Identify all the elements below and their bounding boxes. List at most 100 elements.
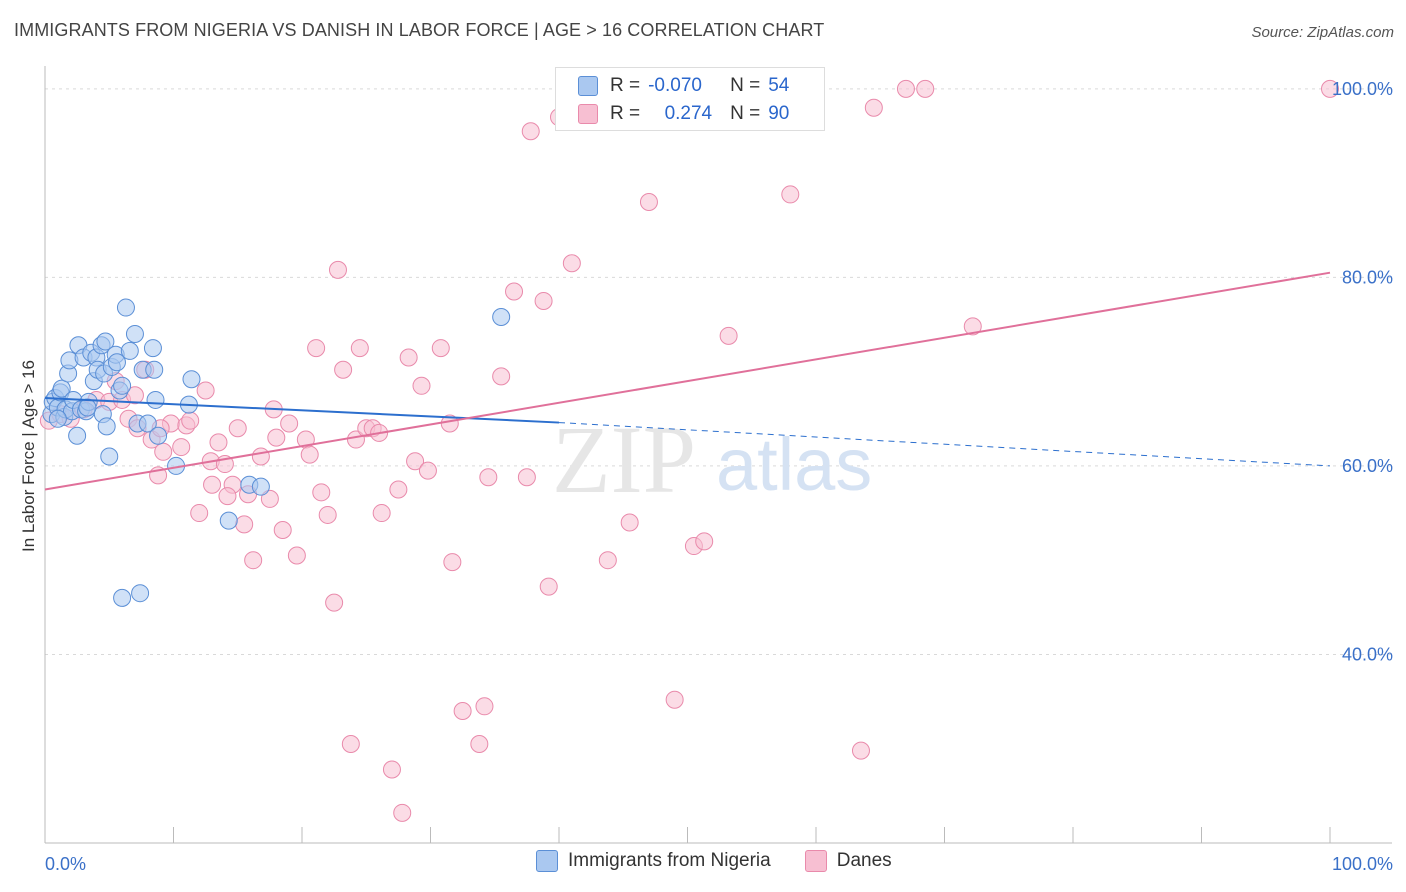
trend-lines bbox=[44, 271, 1331, 491]
data-point-danes bbox=[251, 447, 270, 466]
legend-row-nigeria: R = -0.070 N = 54 bbox=[578, 72, 789, 100]
data-point-danes bbox=[418, 461, 437, 480]
legend-swatch-pink bbox=[804, 850, 827, 872]
tick-labels: 40.0% 60.0% 80.0% 100.0% 0.0% 100.0% bbox=[45, 79, 1393, 874]
data-point-danes bbox=[287, 546, 306, 565]
data-point-danes bbox=[334, 360, 353, 379]
chart-title: IMMIGRANTS FROM NIGERIA VS DANISH IN LAB… bbox=[14, 20, 825, 40]
data-point-danes bbox=[209, 433, 228, 452]
data-point-nigeria bbox=[182, 370, 201, 389]
data-point-nigeria bbox=[125, 324, 144, 343]
legend-n-label: N = bbox=[730, 75, 761, 96]
data-point-danes bbox=[505, 282, 524, 301]
data-point-danes bbox=[267, 428, 286, 447]
data-point-nigeria bbox=[149, 426, 168, 445]
data-point-danes bbox=[196, 381, 215, 400]
x-tick-label: 0.0% bbox=[45, 854, 86, 874]
trend-line-nigeria-dashed bbox=[558, 422, 1331, 467]
data-point-danes bbox=[851, 741, 870, 760]
data-point-danes bbox=[244, 551, 263, 570]
data-point-nigeria bbox=[52, 379, 71, 398]
data-point-nigeria bbox=[219, 511, 238, 530]
legend-n-label: N = bbox=[730, 103, 761, 124]
legend-r-value: -0.070 bbox=[648, 75, 702, 96]
data-point-danes bbox=[312, 483, 331, 502]
data-point-danes bbox=[346, 430, 365, 449]
series-legend: Immigrants from Nigeria Danes bbox=[536, 850, 926, 872]
data-point-danes bbox=[280, 414, 299, 433]
data-point-danes bbox=[719, 326, 738, 345]
data-point-nigeria bbox=[131, 584, 150, 603]
data-point-nigeria bbox=[116, 298, 135, 317]
legend-row-danes: R = 0.274 N = 90 bbox=[578, 100, 789, 128]
data-point-danes bbox=[325, 593, 344, 612]
data-point-danes bbox=[695, 532, 714, 551]
watermark-zip: ZIP bbox=[552, 406, 696, 513]
data-point-nigeria bbox=[251, 477, 270, 496]
data-point-nigeria bbox=[113, 376, 132, 395]
data-point-danes bbox=[228, 419, 247, 438]
series-immigrants-from-nigeria bbox=[42, 298, 511, 607]
data-point-nigeria bbox=[107, 353, 126, 372]
legend-label-danes: Danes bbox=[836, 850, 892, 871]
data-point-danes bbox=[475, 697, 494, 716]
data-point-danes bbox=[492, 367, 511, 386]
data-point-danes bbox=[443, 553, 462, 572]
data-point-nigeria bbox=[113, 588, 132, 607]
legend-label-nigeria: Immigrants from Nigeria bbox=[568, 850, 771, 871]
data-point-danes bbox=[598, 551, 617, 570]
legend-item-nigeria: Immigrants from Nigeria bbox=[536, 850, 771, 872]
data-point-danes bbox=[534, 291, 553, 310]
data-point-danes bbox=[273, 521, 292, 540]
data-point-danes bbox=[350, 339, 369, 358]
data-point-danes bbox=[393, 803, 412, 822]
data-point-nigeria bbox=[68, 426, 87, 445]
data-point-nigeria bbox=[120, 341, 139, 360]
legend-swatch-blue bbox=[536, 850, 558, 872]
data-point-danes bbox=[341, 735, 360, 754]
data-point-danes bbox=[190, 504, 209, 523]
data-point-danes bbox=[639, 192, 658, 211]
data-point-danes bbox=[318, 505, 337, 524]
legend-item-danes: Danes bbox=[804, 850, 892, 872]
data-point-nigeria bbox=[145, 360, 164, 379]
legend-n-value: 90 bbox=[768, 103, 790, 124]
x-tick-label: 100.0% bbox=[1332, 854, 1393, 874]
data-point-nigeria bbox=[146, 390, 165, 409]
data-point-danes bbox=[300, 445, 319, 464]
legend-swatch-pink bbox=[578, 104, 598, 124]
data-point-danes bbox=[399, 348, 418, 367]
data-point-nigeria bbox=[48, 409, 67, 428]
data-point-danes bbox=[916, 79, 935, 98]
data-point-danes bbox=[470, 735, 489, 754]
y-tick-label: 100.0% bbox=[1332, 79, 1393, 99]
data-point-danes bbox=[562, 254, 581, 273]
data-point-nigeria bbox=[97, 417, 116, 436]
chart-source: Source: ZipAtlas.com bbox=[1251, 24, 1394, 41]
data-point-nigeria bbox=[143, 339, 162, 358]
data-point-danes bbox=[665, 690, 684, 709]
data-point-danes bbox=[521, 122, 540, 141]
data-point-danes bbox=[963, 317, 982, 336]
stats-legend: R = -0.070 N = 54 R = 0.274 N = 90 bbox=[555, 67, 825, 131]
data-point-danes bbox=[539, 577, 558, 596]
data-point-danes bbox=[172, 438, 191, 457]
data-point-danes bbox=[181, 411, 200, 430]
trend-line-nigeria bbox=[44, 397, 560, 424]
y-tick-label: 40.0% bbox=[1342, 644, 1393, 664]
data-point-danes bbox=[260, 489, 279, 508]
data-point-danes bbox=[218, 487, 237, 506]
y-tick-label: 60.0% bbox=[1342, 456, 1393, 476]
data-point-danes bbox=[235, 515, 254, 534]
data-point-danes bbox=[328, 260, 347, 279]
data-point-danes bbox=[864, 98, 883, 117]
data-point-nigeria bbox=[100, 447, 119, 466]
legend-swatch-blue bbox=[578, 76, 598, 96]
data-point-danes bbox=[154, 442, 173, 461]
watermark-atlas: atlas bbox=[716, 423, 872, 506]
data-point-danes bbox=[389, 480, 408, 499]
data-point-nigeria bbox=[96, 332, 115, 351]
legend-n-value: 54 bbox=[768, 75, 790, 96]
legend-r-label: R = bbox=[610, 103, 641, 124]
